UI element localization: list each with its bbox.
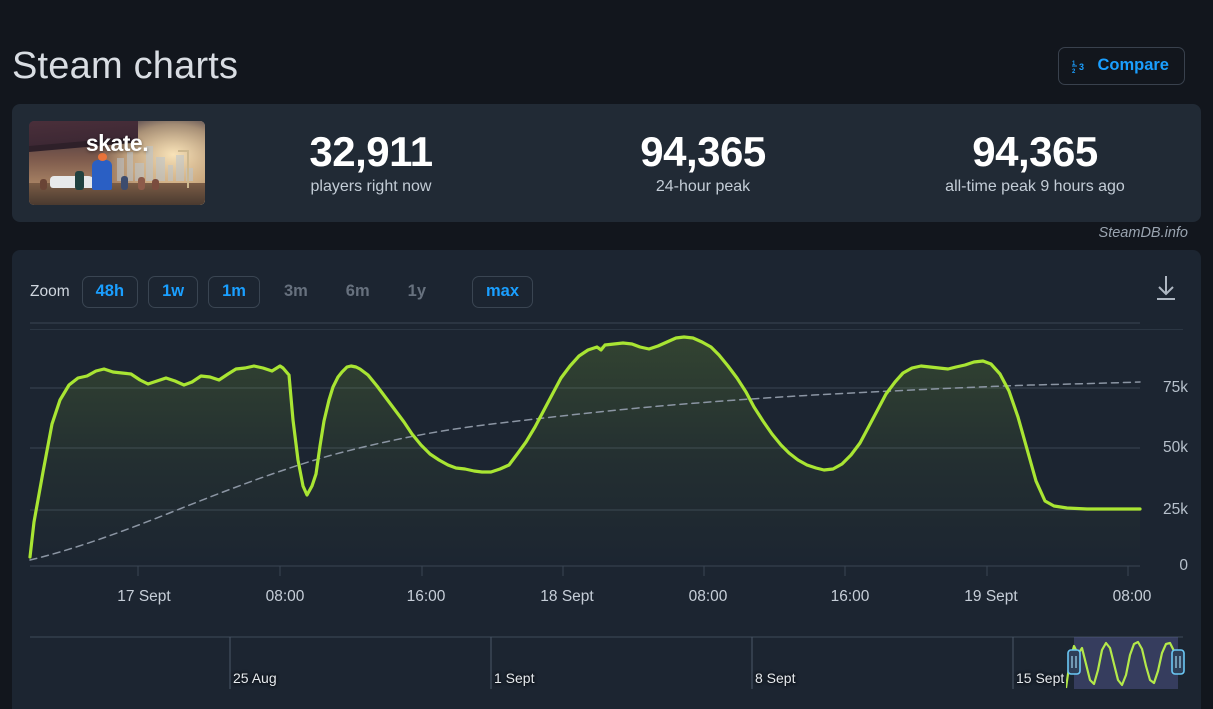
capsule-figure — [120, 175, 128, 190]
stat-players-right-now: 32,911 players right now — [205, 127, 537, 196]
capsule-streetlamp — [178, 149, 190, 189]
y-tick-25k: 25k — [1163, 501, 1188, 518]
zoom-button-1m[interactable]: 1m — [208, 276, 260, 308]
capsule-ground — [29, 183, 205, 205]
x-tick-1: 08:00 — [265, 588, 305, 605]
stat-24-hour-peak: 94,365 24-hour peak — [537, 127, 869, 196]
navigator-handle-right[interactable] — [1171, 649, 1185, 675]
navigator-series-line — [1066, 640, 1176, 689]
zoom-label: Zoom — [30, 283, 70, 300]
navigator-handle-left[interactable] — [1067, 649, 1081, 675]
y-tick-0: 0 — [1179, 557, 1188, 574]
players-line-chart[interactable] — [12, 250, 1201, 709]
stat-value: 94,365 — [640, 127, 766, 175]
zoom-button-6m[interactable]: 6m — [332, 276, 384, 308]
x-tick-5: 16:00 — [830, 588, 870, 605]
navigator-tick-2: 8 Sept — [755, 670, 796, 686]
chart-svg — [28, 322, 1185, 689]
game-title-logo: skate. — [85, 130, 149, 157]
chart-x-ticks — [137, 566, 1129, 576]
x-tick-4: 08:00 — [688, 588, 728, 605]
navigator-ticks — [229, 637, 1014, 689]
capsule-figure — [152, 178, 160, 190]
zoom-button-3m[interactable]: 3m — [270, 276, 322, 308]
y-tick-75k: 75k — [1163, 379, 1188, 396]
svg-text:3: 3 — [1079, 62, 1084, 72]
toolbar-divider — [30, 329, 1183, 330]
stats-card: skate. 32,911 players right now 94,365 2… — [12, 104, 1201, 222]
chart-players-line — [28, 335, 1142, 559]
capsule-figure — [74, 171, 84, 190]
download-icon[interactable] — [1151, 272, 1181, 309]
capsule-figure — [39, 178, 47, 190]
attribution-label: SteamDB.info — [1098, 225, 1188, 241]
stat-all-time-peak: 94,365 all-time peak 9 hours ago — [869, 127, 1201, 196]
navigator-tick-1: 1 Sept — [494, 670, 535, 686]
zoom-button-1y[interactable]: 1y — [394, 276, 440, 308]
zoom-button-48h[interactable]: 48h — [81, 276, 139, 308]
page-title: Steam charts — [12, 45, 239, 87]
capsule-skyline — [114, 141, 198, 182]
chart-area-fill — [30, 337, 1140, 566]
chart-x-axis-labels: 17 Sept 08:00 16:00 18 Sept 08:00 16:00 … — [12, 588, 1201, 610]
x-tick-0: 17 Sept — [117, 588, 171, 605]
game-capsule-image[interactable]: skate. — [29, 121, 205, 205]
x-tick-7: 08:00 — [1112, 588, 1152, 605]
svg-text:1: 1 — [1072, 61, 1076, 67]
navigator-tick-0: 25 Aug — [233, 670, 277, 686]
navigator-axis-labels: 25 Aug 1 Sept 8 Sept 15 Sept — [12, 670, 1201, 692]
numbered-list-icon: 1 2 3 — [1072, 58, 1088, 74]
capsule-car — [50, 175, 96, 189]
stat-label: 24-hour peak — [655, 178, 751, 196]
stat-label: all-time peak 9 hours ago — [945, 178, 1125, 196]
chart-average-line — [29, 381, 1141, 561]
stat-value: 32,911 — [309, 127, 433, 175]
capsule-skater — [92, 152, 112, 190]
compare-button-label: Compare — [1097, 56, 1169, 74]
chart-panel: Zoom 48h 1w 1m 3m 6m 1y max — [12, 250, 1201, 709]
page-header: Steam charts 1 2 3 Compare — [0, 30, 1213, 102]
capsule-figure — [138, 177, 146, 190]
zoom-button-1w[interactable]: 1w — [148, 276, 199, 308]
zoom-range-selector: Zoom 48h 1w 1m 3m 6m 1y max — [30, 275, 1183, 309]
stat-label: players right now — [310, 178, 432, 196]
chart-y-axis-labels: 75k 50k 25k 0 — [1128, 250, 1188, 590]
zoom-button-max[interactable]: max — [472, 276, 534, 308]
navigator-tick-3: 15 Sept — [1016, 670, 1065, 686]
stat-value: 94,365 — [972, 127, 1098, 175]
y-tick-50k: 50k — [1163, 439, 1188, 456]
x-tick-2: 16:00 — [406, 588, 446, 605]
x-tick-3: 18 Sept — [540, 588, 594, 605]
svg-text:2: 2 — [1072, 69, 1076, 74]
compare-button[interactable]: 1 2 3 Compare — [1058, 47, 1185, 85]
x-tick-6: 19 Sept — [964, 588, 1018, 605]
